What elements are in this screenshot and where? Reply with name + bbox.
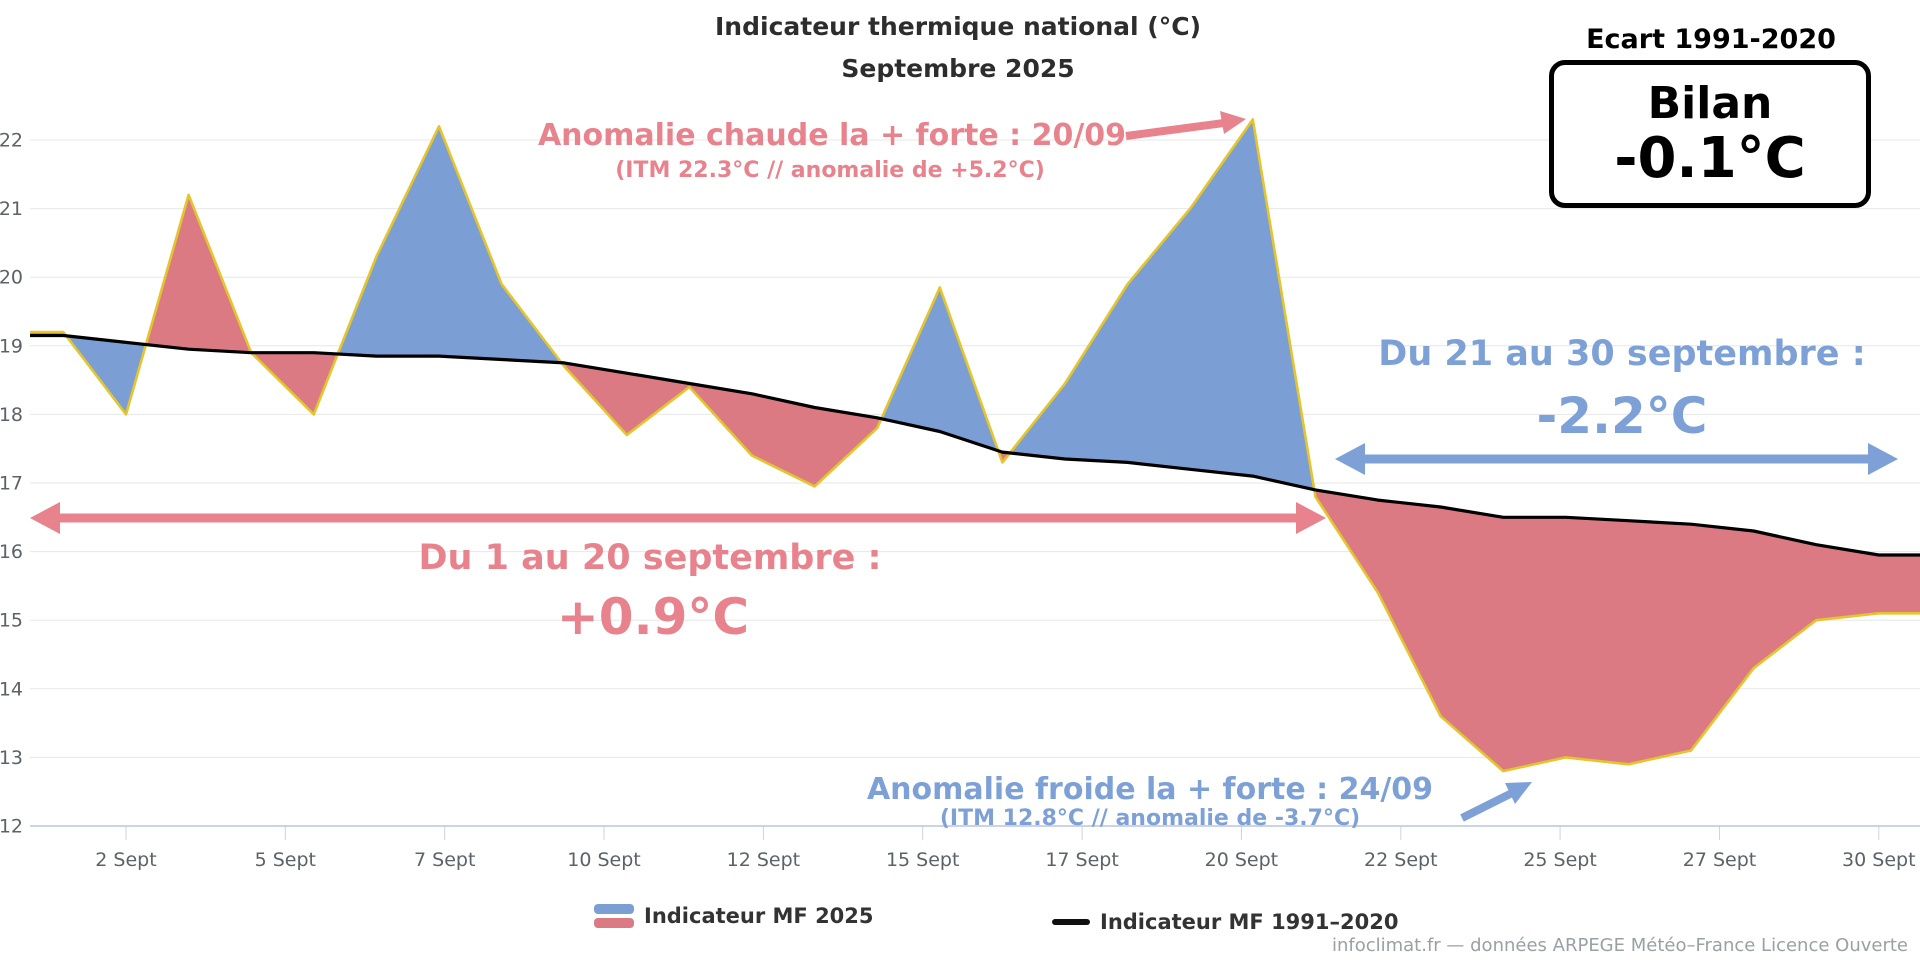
- chart-title-line2: Septembre 2025: [841, 54, 1075, 83]
- svg-text:12: 12: [0, 816, 23, 838]
- legend-label-normal: Indicateur MF 1991–2020: [1100, 910, 1399, 934]
- line-swatch-icon: [1052, 919, 1090, 925]
- chart-title-line1: Indicateur thermique national (°C): [715, 12, 1201, 41]
- period1-label: Du 1 au 20 septembre :: [418, 538, 882, 578]
- svg-text:13: 13: [0, 747, 23, 769]
- svg-text:25 Sept: 25 Sept: [1523, 849, 1596, 871]
- svg-text:27 Sept: 27 Sept: [1683, 849, 1756, 871]
- legend-label-2025: Indicateur MF 2025: [644, 904, 874, 928]
- warm-anomaly-annotation-detail: (ITM 22.3°C // anomalie de +5.2°C): [615, 158, 1045, 183]
- svg-text:20 Sept: 20 Sept: [1205, 849, 1278, 871]
- period2-value: -2.2°C: [1536, 387, 1708, 445]
- svg-text:30 Sept: 30 Sept: [1842, 849, 1915, 871]
- svg-text:10 Sept: 10 Sept: [567, 849, 640, 871]
- period1-value: +0.9°C: [556, 588, 750, 646]
- axes: 12 13 14 15 16 17 18 19 20 21 22 2 Sept 5 Sept 7 Sept…: [0, 130, 1920, 871]
- svg-text:5 Sept: 5 Sept: [255, 849, 316, 871]
- bilan-box: Bilan -0.1°C: [1549, 60, 1871, 208]
- warm-peak-arrow-icon: [1125, 111, 1246, 140]
- svg-text:17: 17: [0, 473, 23, 495]
- svg-text:15: 15: [0, 610, 23, 632]
- svg-text:15 Sept: 15 Sept: [886, 849, 959, 871]
- bilan-label: Bilan: [1647, 78, 1773, 130]
- ecart-header: Ecart 1991-2020: [1586, 24, 1836, 55]
- svg-text:17 Sept: 17 Sept: [1045, 849, 1118, 871]
- bilan-value: -0.1°C: [1614, 125, 1806, 191]
- legend-item-2025: Indicateur MF 2025: [594, 904, 874, 928]
- cold-anomaly-annotation-detail: (ITM 12.8°C // anomalie de -3.7°C): [939, 806, 1361, 831]
- anomaly-fills: [30, 119, 1920, 772]
- svg-text:22 Sept: 22 Sept: [1364, 849, 1437, 871]
- svg-text:21: 21: [0, 198, 23, 220]
- svg-text:19: 19: [0, 335, 23, 357]
- period2-double-arrow-icon: [1335, 443, 1898, 475]
- svg-text:12 Sept: 12 Sept: [727, 849, 800, 871]
- cold-anomaly-annotation-title: Anomalie froide la + forte : 24/09: [866, 772, 1434, 807]
- warm-anomaly-annotation-title: Anomalie chaude la + forte : 20/09: [537, 118, 1127, 153]
- period1-double-arrow-icon: [30, 502, 1326, 534]
- svg-text:14: 14: [0, 678, 23, 700]
- chart-title: Indicateur thermique national (°C) Septe…: [715, 6, 1201, 90]
- gridlines: [30, 139, 1920, 827]
- cold-trough-arrow-icon: [1460, 782, 1532, 822]
- svg-text:18: 18: [0, 404, 23, 426]
- legend-item-normal: Indicateur MF 1991–2020: [1052, 910, 1398, 934]
- period2-label: Du 21 au 30 septembre :: [1378, 334, 1866, 374]
- svg-text:22: 22: [0, 130, 23, 152]
- series-lines: [30, 118, 1920, 773]
- svg-text:16: 16: [0, 541, 23, 563]
- svg-text:7 Sept: 7 Sept: [414, 849, 475, 871]
- source-credit: infoclimat.fr — données ARPEGE Météo–Fra…: [1331, 935, 1908, 956]
- area-swatch-icon: [594, 904, 634, 928]
- svg-text:2 Sept: 2 Sept: [95, 849, 156, 871]
- svg-text:20: 20: [0, 267, 23, 289]
